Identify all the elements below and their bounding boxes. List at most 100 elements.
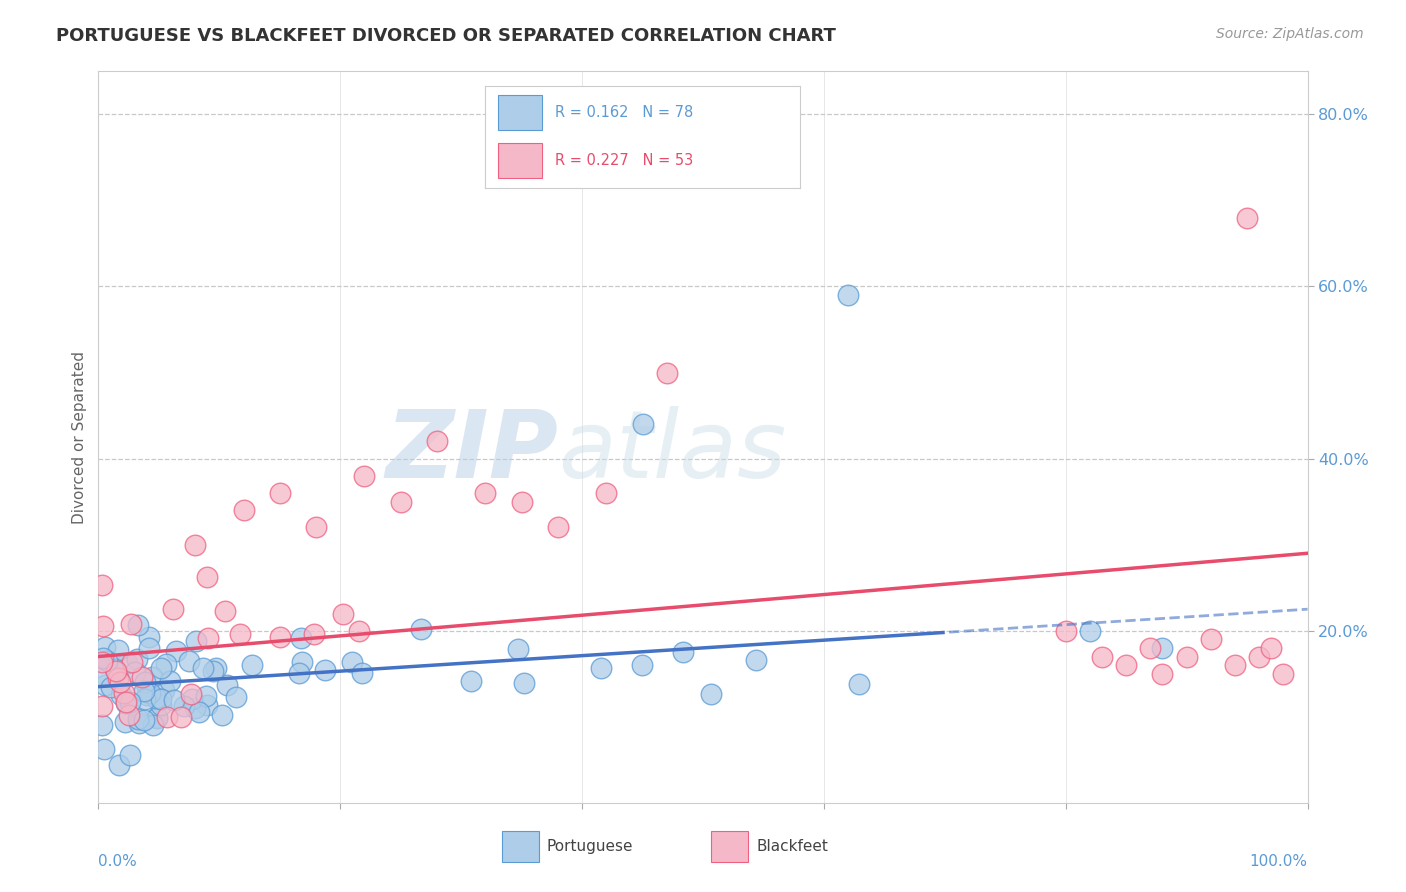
Point [173,698,195,713]
Point [1152,640,1174,655]
Point [1115,658,1137,673]
Point [180,687,202,701]
Point [114,715,136,730]
Point [837,288,859,302]
Point [195,698,218,713]
Point [1078,624,1101,638]
Point [162,601,184,615]
Point [1272,666,1295,681]
Point [91,650,114,665]
Y-axis label: Divorced or Separated: Divorced or Separated [72,351,87,524]
Point [290,631,312,645]
Point [139,686,162,700]
Point [474,486,496,500]
Point [134,691,156,706]
Point [153,683,176,698]
Point [332,607,354,622]
Point [269,486,291,500]
Point [305,520,328,534]
Point [595,486,617,500]
Point [1139,640,1161,655]
Point [232,503,254,517]
Point [127,618,149,632]
Point [141,670,163,684]
Point [93,742,115,756]
Point [105,664,128,678]
Point [1249,649,1271,664]
Point [108,674,131,689]
Point [107,757,129,772]
Point [225,690,247,705]
Point [142,717,165,731]
Point [1223,658,1246,673]
Point [184,634,207,648]
Point [115,656,138,670]
Point [132,684,155,698]
Point [107,643,129,657]
Point [159,673,181,688]
Point [547,520,569,534]
Point [121,655,143,669]
Point [304,627,326,641]
Point [150,698,173,712]
Point [191,661,214,675]
Point [1175,649,1198,664]
Point [672,645,695,659]
Point [205,661,228,675]
Point [100,680,122,694]
Text: atlas: atlas [558,406,786,497]
Text: 0.0%: 0.0% [98,854,138,869]
Text: PORTUGUESE VS BLACKFEET DIVORCED OR SEPARATED CORRELATION CHART: PORTUGUESE VS BLACKFEET DIVORCED OR SEPA… [56,27,837,45]
Point [201,664,224,678]
Point [91,699,114,714]
Point [269,631,291,645]
Point [118,708,141,723]
Point [411,622,433,636]
Point [125,652,148,666]
Point [120,617,142,632]
Point [146,711,169,725]
Point [155,657,177,671]
Point [211,708,233,723]
Point [114,697,136,711]
Point [291,655,314,669]
Point [350,666,373,681]
Point [1152,666,1174,681]
Point [177,655,200,669]
Point [340,655,363,669]
Point [146,710,169,724]
Point [124,665,146,679]
Point [91,718,114,732]
Point [242,657,264,672]
Point [107,671,129,685]
Point [94,640,117,654]
Point [188,705,211,719]
Point [128,715,150,730]
Point [112,686,135,700]
Point [118,695,141,709]
Point [215,678,238,692]
Point [115,695,138,709]
Point [655,366,678,380]
Point [91,655,114,669]
Point [513,676,536,690]
Text: Source: ZipAtlas.com: Source: ZipAtlas.com [1216,27,1364,41]
Point [138,630,160,644]
Point [353,468,375,483]
Point [150,691,173,706]
Point [170,710,193,724]
Point [228,627,250,641]
Point [138,641,160,656]
Point [136,688,159,702]
Point [426,434,449,449]
Point [184,538,207,552]
Point [120,748,142,763]
Point [163,692,186,706]
Point [508,641,530,656]
Point [91,669,114,683]
Point [91,619,114,633]
Point [110,688,132,702]
Point [1260,640,1282,655]
Text: ZIP: ZIP [385,406,558,498]
Point [700,687,723,701]
